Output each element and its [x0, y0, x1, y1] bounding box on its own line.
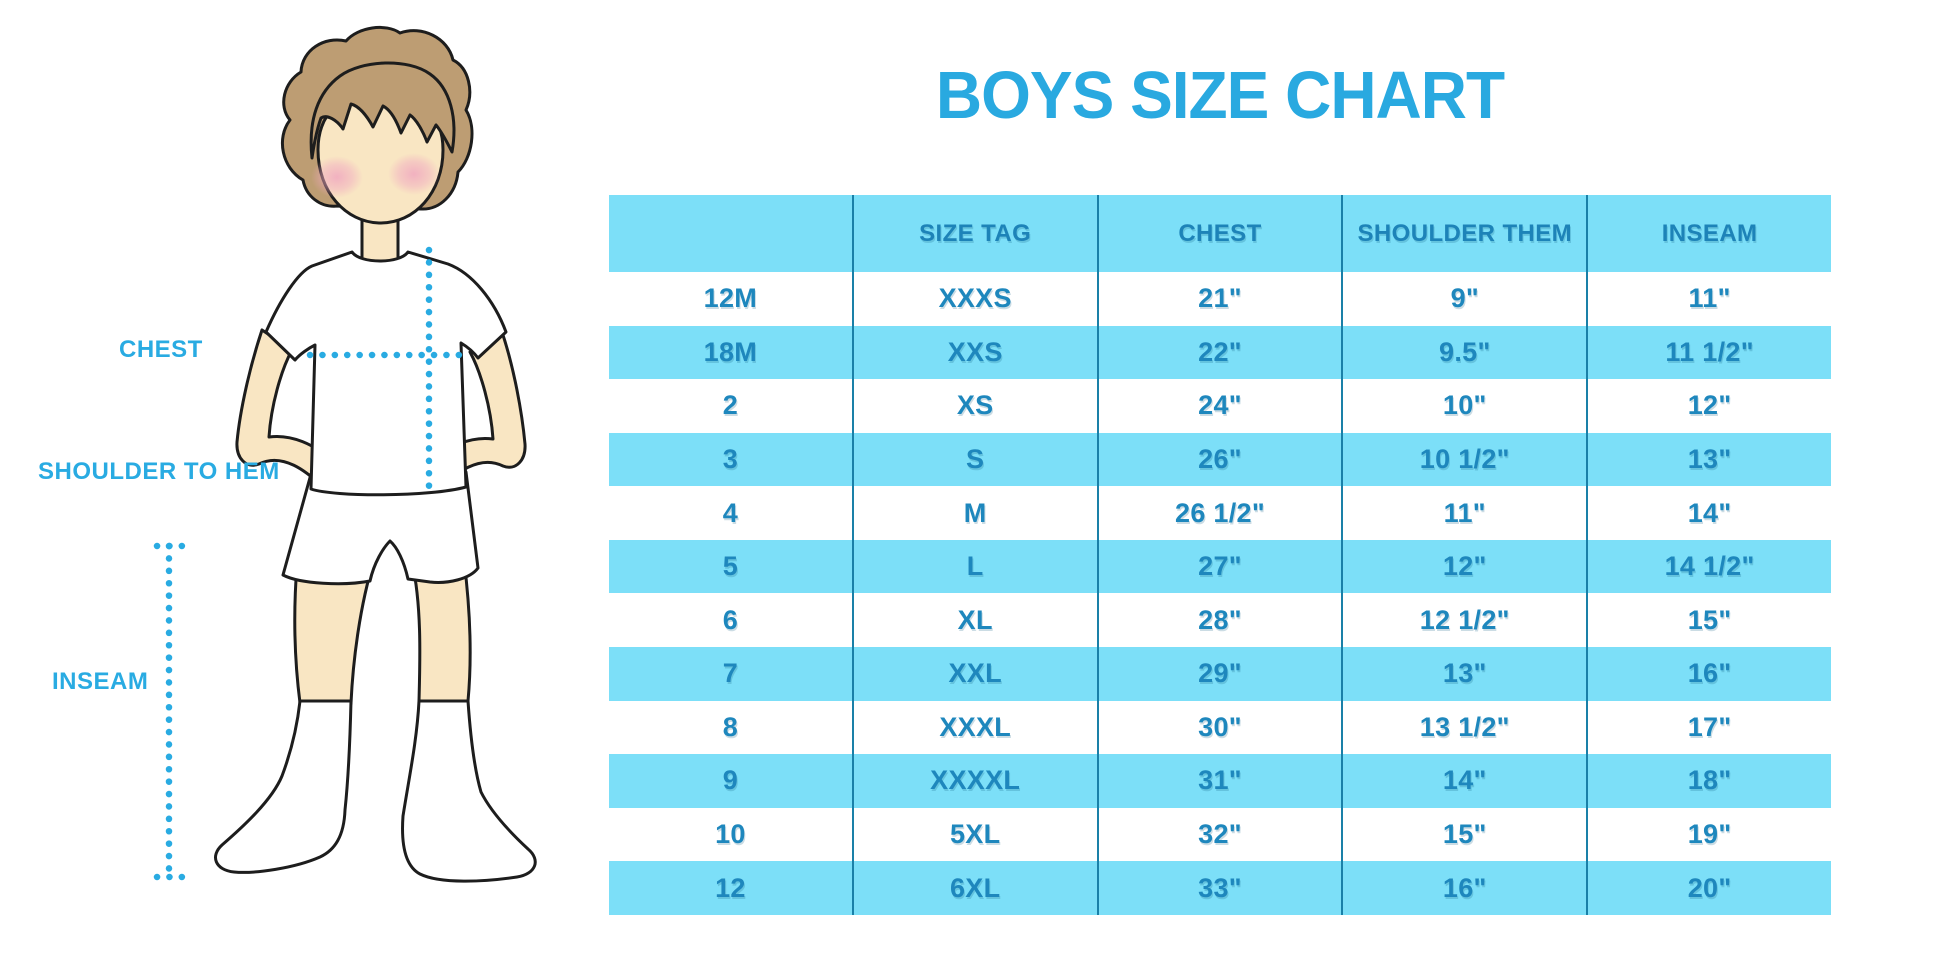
- table-cell: 15": [1586, 593, 1831, 648]
- table-row: 12M XXXS 21" 9" 11": [609, 272, 1831, 326]
- boy-shorts-shape: [281, 470, 480, 586]
- size-table: SIZE TAG CHEST SHOULDER THEM INSEAM 12M …: [609, 195, 1831, 915]
- table-cell: 19": [1586, 807, 1831, 862]
- table-cell: 12M: [703, 283, 758, 314]
- table-cell: 8: [722, 711, 739, 742]
- inseam-label: INSEAM: [52, 668, 149, 695]
- table-cell: XL: [851, 593, 1097, 648]
- page-title: BOYS SIZE CHART: [935, 57, 1505, 133]
- table-cell: 5: [722, 551, 739, 582]
- table-cell: 9": [1341, 272, 1586, 326]
- table-cell: XXXS: [851, 272, 1097, 326]
- table-cell: XXXL: [851, 700, 1097, 755]
- table-cell: 15": [1341, 807, 1586, 862]
- boy-hair-fringe-shape: [309, 61, 456, 160]
- table-cell: 33": [1096, 861, 1342, 915]
- table-cell: 10": [1341, 379, 1586, 433]
- boy-blush-left: [311, 156, 363, 198]
- table-row: 2 XS 24" 10" 12": [609, 379, 1831, 433]
- table-row: 18M XXS 22" 9.5" 11 1/2": [609, 325, 1831, 380]
- table-cell: 13 1/2": [1341, 700, 1586, 755]
- table-cell: 11": [1341, 486, 1586, 540]
- table-cell: 12 1/2": [1341, 593, 1586, 648]
- table-cell: 26 1/2": [1096, 486, 1342, 540]
- table-cell: 12": [1341, 539, 1586, 594]
- table-row: 9 XXXXL 31" 14" 18": [609, 754, 1831, 808]
- table-cell: XXS: [851, 325, 1097, 380]
- table-cell: 26": [1096, 432, 1342, 487]
- table-cell: 21": [1096, 272, 1342, 326]
- table-header-row: SIZE TAG CHEST SHOULDER THEM INSEAM: [609, 195, 1831, 272]
- table-cell: M: [851, 486, 1097, 540]
- table-cell: 3: [722, 444, 739, 475]
- table-cell: 6: [722, 604, 739, 635]
- table-cell: 29": [1096, 647, 1342, 701]
- table-cell: 24": [1096, 379, 1342, 433]
- table-cell: 14 1/2": [1586, 539, 1831, 594]
- table-cell: 10 1/2": [1341, 432, 1586, 487]
- header-cell-shoulder-them: SHOULDER THEM: [1341, 195, 1586, 272]
- table-cell: 12": [1586, 379, 1831, 433]
- table-cell: XS: [851, 379, 1097, 433]
- table-cell: XXXXL: [851, 754, 1097, 808]
- table-cell: 11 1/2": [1586, 325, 1831, 380]
- table-cell: 18M: [703, 336, 758, 367]
- boy-illustration: [153, 25, 537, 883]
- table-cell: 9.5": [1341, 325, 1586, 380]
- table-cell: 14": [1341, 754, 1586, 808]
- table-cell: 30": [1096, 700, 1342, 755]
- table-cell: 13": [1341, 647, 1586, 701]
- table-cell: 6XL: [851, 861, 1097, 915]
- header-cell-inseam: INSEAM: [1586, 195, 1831, 272]
- table-cell: 9: [722, 765, 739, 796]
- boy-sock-right-shape: [401, 699, 537, 883]
- table-row: 3 S 26" 10 1/2" 13": [609, 432, 1831, 487]
- shoulder-to-hem-label: SHOULDER TO HEM: [38, 458, 280, 485]
- table-cell: 20": [1586, 861, 1831, 915]
- table-cell: XXL: [851, 647, 1097, 701]
- table-cell: 11": [1586, 272, 1831, 326]
- table-row: 7 XXL 29" 13" 16": [609, 647, 1831, 701]
- table-cell: L: [851, 539, 1097, 594]
- table-cell: 12: [715, 872, 746, 903]
- table-cell: 31": [1096, 754, 1342, 808]
- boy-sock-left-shape: [214, 699, 353, 874]
- header-cell-size: [609, 195, 852, 272]
- table-cell: 16": [1586, 647, 1831, 701]
- header-cell-size-tag: SIZE TAG: [851, 195, 1097, 272]
- boy-blush-right: [388, 153, 440, 195]
- table-cell: 2: [722, 390, 739, 421]
- table-row: 4 M 26 1/2" 11" 14": [609, 486, 1831, 540]
- table-cell: 5XL: [851, 807, 1097, 862]
- table-row: 8 XXXL 30" 13 1/2" 17": [609, 700, 1831, 755]
- table-row: 5 L 27" 12" 14 1/2": [609, 539, 1831, 594]
- chest-label: CHEST: [119, 336, 203, 363]
- table-cell: 27": [1096, 539, 1342, 594]
- table-row: 12 6XL 33" 16" 20": [609, 861, 1831, 915]
- table-cell: 7: [722, 658, 739, 689]
- table-cell: 4: [722, 497, 739, 528]
- boy-shirt-shape: [264, 250, 508, 497]
- table-cell: 22": [1096, 325, 1342, 380]
- table-row: 6 XL 28" 12 1/2" 15": [609, 593, 1831, 648]
- table-cell: 16": [1341, 861, 1586, 915]
- header-cell-chest: CHEST: [1096, 195, 1342, 272]
- table-cell: 14": [1586, 486, 1831, 540]
- table-cell: 13": [1586, 432, 1831, 487]
- table-cell: 28": [1096, 593, 1342, 648]
- table-row: 10 5XL 32" 15" 19": [609, 807, 1831, 862]
- table-cell: 32": [1096, 807, 1342, 862]
- table-cell: 18": [1586, 754, 1831, 808]
- table-cell: S: [851, 432, 1097, 487]
- table-cell: 10: [715, 819, 746, 850]
- boy-arm-left-shape: [235, 328, 335, 488]
- table-cell: 17": [1586, 700, 1831, 755]
